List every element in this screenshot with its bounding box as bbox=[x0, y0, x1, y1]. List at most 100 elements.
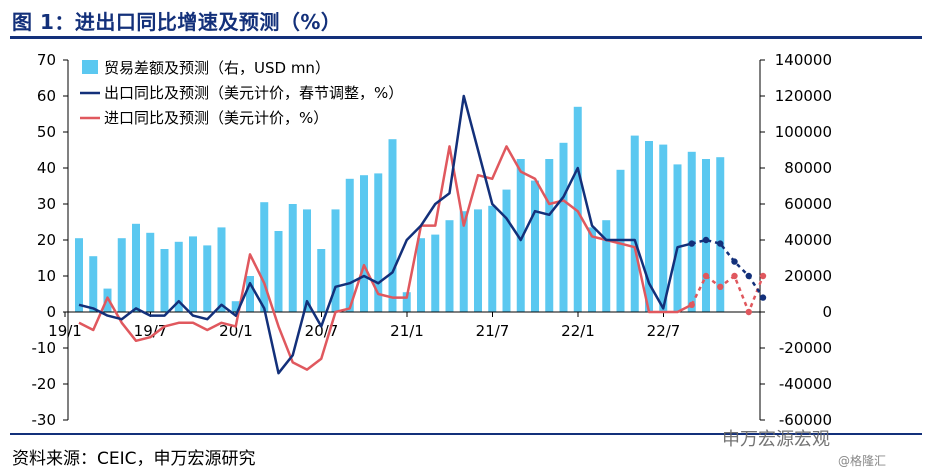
trade-balance-bar bbox=[702, 159, 710, 312]
trade-balance-bar bbox=[331, 209, 340, 312]
import-forecast-point bbox=[702, 272, 710, 280]
x-tick-label: 22/7 bbox=[647, 322, 681, 340]
trade-balance-bar bbox=[260, 202, 269, 312]
trade-balance-bar bbox=[488, 205, 497, 312]
trade-balance-bar bbox=[360, 175, 368, 312]
import-forecast-point bbox=[731, 272, 738, 280]
x-tick-label: 19/1 bbox=[48, 322, 82, 340]
trade-balance-bar bbox=[516, 159, 525, 312]
left-tick-label: 20 bbox=[37, 231, 56, 249]
legend-label-export: 出口同比及预测（美元计价，春节调整，%） bbox=[104, 84, 403, 102]
watermark-sub: @格隆汇 bbox=[838, 454, 887, 468]
trade-balance-bar bbox=[588, 227, 596, 312]
left-y-axis: -30 -20 -10 0 10 20 30 40 50 60 70 bbox=[32, 51, 69, 429]
title-rule bbox=[10, 36, 922, 39]
trade-balance-bar bbox=[687, 151, 696, 312]
export-line bbox=[78, 94, 693, 375]
right-tick-label: -60000 bbox=[779, 411, 832, 429]
trade-balance-bar bbox=[716, 157, 725, 312]
trade-balance-bar bbox=[160, 249, 169, 312]
import-line bbox=[78, 145, 693, 371]
right-tick-label: 120000 bbox=[775, 87, 832, 105]
import-forecast-point bbox=[745, 308, 752, 316]
trade-balance-bar bbox=[559, 142, 568, 312]
left-tick-label: 40 bbox=[37, 159, 56, 177]
trade-balance-bar bbox=[246, 276, 254, 312]
left-tick-label: 60 bbox=[37, 87, 56, 105]
left-tick-label: -30 bbox=[32, 411, 57, 429]
trade-balance-bar bbox=[402, 292, 411, 312]
right-tick-label: 0 bbox=[822, 303, 832, 321]
trade-balance-bar bbox=[117, 238, 126, 312]
export-forecast-line bbox=[691, 238, 765, 299]
left-tick-label: 10 bbox=[37, 267, 56, 285]
trade-balance-bar bbox=[630, 135, 639, 312]
trade-balance-bar bbox=[132, 223, 140, 312]
growth-lines bbox=[78, 94, 767, 375]
trade-balance-bar bbox=[75, 238, 83, 312]
right-tick-label: 20000 bbox=[784, 267, 832, 285]
legend-swatch-bars bbox=[82, 60, 98, 74]
export-forecast-point bbox=[717, 240, 724, 247]
import-forecast-point bbox=[688, 301, 695, 308]
import-forecast-point bbox=[717, 283, 724, 290]
left-tick-label: 50 bbox=[37, 123, 56, 141]
trade-balance-bar bbox=[445, 220, 454, 312]
export-forecast-point bbox=[731, 258, 738, 265]
right-y-axis: -60000 -40000 -20000 0 20000 40000 60000 80000 1… bbox=[759, 51, 832, 429]
trade-balance-bar bbox=[602, 220, 611, 312]
trade-balance-bar bbox=[388, 139, 397, 312]
x-tick-label: 20/1 bbox=[219, 322, 253, 340]
trade-balance-bar bbox=[274, 231, 283, 312]
trade-balance-bar bbox=[174, 241, 183, 312]
x-tick-label: 19/7 bbox=[134, 322, 168, 340]
export-forecast-point bbox=[702, 236, 710, 244]
trade-balance-bar bbox=[431, 234, 440, 312]
import-forecast-line bbox=[690, 274, 765, 316]
legend: 贸易差额及预测（右，USD mn） 出口同比及预测（美元计价，春节调整，%） 进口同… bbox=[80, 59, 403, 127]
right-tick-label: -40000 bbox=[779, 375, 832, 393]
left-tick-label: 30 bbox=[37, 195, 56, 213]
trade-balance-bar bbox=[673, 164, 682, 312]
right-tick-label: 40000 bbox=[784, 231, 832, 249]
trade-balance-bar bbox=[231, 301, 240, 312]
left-tick-label: -20 bbox=[32, 375, 57, 393]
trade-balance-bar bbox=[317, 249, 326, 312]
trade-balance-bar bbox=[459, 211, 468, 312]
trade-balance-bar bbox=[189, 236, 197, 312]
x-tick-label: 21/1 bbox=[390, 322, 424, 340]
trade-balance-bar bbox=[146, 232, 155, 312]
trade-balance-bar bbox=[374, 173, 383, 312]
right-tick-label: 140000 bbox=[775, 51, 832, 69]
legend-label-bars: 贸易差额及预测（右，USD mn） bbox=[104, 59, 330, 77]
trade-balance-bar bbox=[303, 209, 311, 312]
trade-balance-bar bbox=[573, 106, 582, 312]
left-tick-label: 70 bbox=[37, 51, 56, 69]
right-tick-label: -20000 bbox=[779, 339, 832, 357]
export-forecast-point bbox=[688, 240, 695, 247]
trade-balance-bar bbox=[545, 159, 554, 312]
export-forecast-point bbox=[745, 272, 752, 280]
export-forecast-point bbox=[759, 294, 767, 301]
trade-balance-bar bbox=[203, 245, 212, 312]
trade-balance-bar bbox=[288, 204, 297, 312]
trade-balance-bar bbox=[89, 256, 98, 312]
trade-balance-bar bbox=[502, 189, 511, 312]
watermark: 申万宏源宏观 bbox=[722, 429, 830, 450]
trade-balance-bar bbox=[345, 178, 354, 312]
left-tick-label: 0 bbox=[46, 303, 56, 321]
chart-title: 图 1：进出口同比增速及预测（%） bbox=[12, 10, 342, 34]
x-tick-label: 21/7 bbox=[476, 322, 510, 340]
trade-balance-bar bbox=[531, 180, 539, 312]
x-tick-label: 22/1 bbox=[561, 322, 595, 340]
trade-balance-bar bbox=[645, 141, 653, 312]
right-tick-label: 100000 bbox=[775, 123, 832, 141]
legend-label-import: 进口同比及预测（美元计价，%） bbox=[104, 109, 328, 127]
left-tick-label: -10 bbox=[32, 339, 57, 357]
trade-balance-bar bbox=[217, 227, 226, 312]
right-tick-label: 60000 bbox=[784, 195, 832, 213]
trade-balance-bar bbox=[474, 209, 482, 312]
trade-balance-bar bbox=[659, 144, 668, 312]
x-axis-ticks: 19/1 19/7 20/1 20/7 21/1 21/7 22/1 22/7 bbox=[48, 312, 680, 340]
